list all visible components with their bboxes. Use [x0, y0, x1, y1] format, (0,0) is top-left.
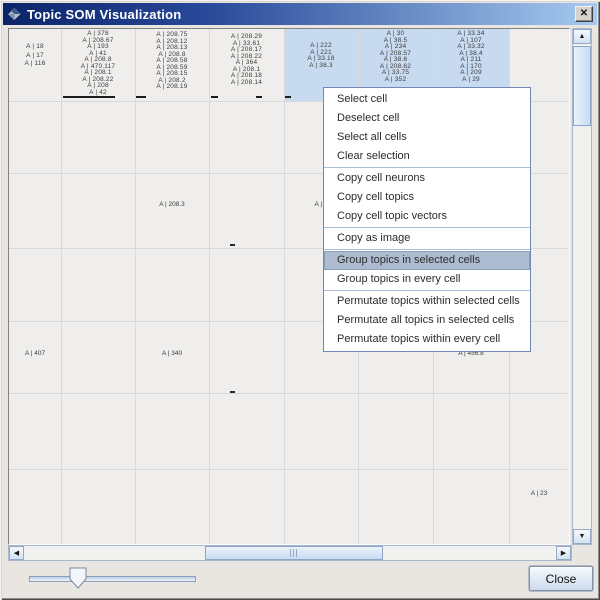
- menu-separator: [324, 227, 530, 228]
- menu-item-copy-cell-topics[interactable]: Copy cell topics: [337, 191, 415, 203]
- menu-item-copy-as-image[interactable]: Copy as image: [337, 232, 411, 244]
- menu-item-permutate-all-topics-in-selected-cells[interactable]: Permutate all topics in selected cells: [337, 314, 515, 326]
- menu-item-permutate-topics-within-selected-cells[interactable]: Permutate topics within selected cells: [337, 295, 520, 307]
- cell-marker: [63, 96, 115, 98]
- som-cell-topics-selected[interactable]: A | 33.34 A | 107 A | 33.32 A | 38.4 A |…: [457, 30, 485, 83]
- scroll-left-button[interactable]: ◀: [9, 546, 24, 560]
- window-title: Topic SOM Visualization: [27, 6, 182, 22]
- cell-marker: [256, 96, 262, 98]
- som-cell-topics[interactable]: A | 208.75 A | 208.12 A | 208.13 A | 208…: [156, 31, 188, 90]
- grid-line: [9, 248, 569, 249]
- som-cell-topics[interactable]: A | 208.29 A | 33.61 A | 208.17 A | 208.…: [230, 33, 263, 86]
- som-cell-label[interactable]: A | 3: [314, 201, 328, 208]
- cell-marker: [285, 96, 291, 98]
- scroll-down-button[interactable]: ▼: [573, 529, 591, 544]
- grid-line: [9, 469, 569, 470]
- menu-item-copy-cell-topic-vectors[interactable]: Copy cell topic vectors: [337, 210, 448, 222]
- scroll-up-button[interactable]: ▲: [573, 29, 591, 44]
- grid-line: [284, 29, 285, 544]
- menu-separator: [324, 290, 530, 291]
- horizontal-scrollbar[interactable]: ◀ ▶: [8, 545, 572, 561]
- som-cell-topics[interactable]: A | 378 A | 208.67 A | 193 A | 41 A | 20…: [80, 30, 116, 96]
- zoom-slider-track[interactable]: [29, 576, 196, 582]
- menu-item-copy-cell-neurons[interactable]: Copy cell neurons: [337, 172, 426, 184]
- grid-line: [9, 173, 569, 174]
- som-cell-topics[interactable]: A | 18 A | 17 A | 116: [24, 43, 46, 67]
- grid-line: [9, 101, 569, 102]
- scrollbar-grip-icon: [290, 549, 298, 557]
- grid-line: [9, 393, 569, 394]
- cell-marker: [211, 96, 218, 98]
- vertical-scrollbar[interactable]: ▲ ▼: [572, 28, 592, 545]
- cell-marker: [136, 96, 146, 98]
- menu-item-group-topics-in-selected-cells[interactable]: Group topics in selected cells: [324, 251, 530, 270]
- menu-item-clear-selection[interactable]: Clear selection: [337, 150, 410, 162]
- vertical-scrollbar-thumb[interactable]: [573, 46, 591, 126]
- grid-line: [61, 29, 62, 544]
- scroll-right-icon: ▶: [560, 549, 567, 557]
- menu-item-permutate-topics-within-every-cell[interactable]: Permutate topics within every cell: [337, 333, 501, 345]
- app-icon: [7, 7, 22, 21]
- scroll-right-button[interactable]: ▶: [556, 546, 571, 560]
- scroll-down-icon: ▼: [578, 533, 586, 540]
- scroll-up-icon: ▲: [578, 33, 586, 40]
- menu-item-group-topics-in-every-cell[interactable]: Group topics in every cell: [337, 273, 461, 285]
- zoom-slider-thumb[interactable]: [69, 567, 87, 594]
- menu-item-select-cell[interactable]: Select cell: [337, 93, 388, 105]
- cell-marker: [230, 244, 235, 246]
- menu-separator: [324, 167, 530, 168]
- grid-line: [209, 29, 210, 544]
- horizontal-scrollbar-thumb[interactable]: [205, 546, 383, 560]
- som-cell-topics-selected[interactable]: A | 30 A | 38.5 A | 234 A | 208.57 A | 3…: [379, 30, 412, 83]
- menu-item-select-all-cells[interactable]: Select all cells: [337, 131, 407, 143]
- menu-item-deselect-cell[interactable]: Deselect cell: [337, 112, 400, 124]
- menu-separator: [324, 249, 530, 250]
- close-button-label: Close: [545, 571, 577, 586]
- scroll-left-icon: ◀: [13, 549, 20, 557]
- close-window-button[interactable]: ✕: [575, 6, 593, 22]
- som-cell-label[interactable]: A | 340: [161, 350, 183, 357]
- titlebar[interactable]: Topic SOM Visualization ✕: [3, 3, 597, 25]
- grid-line: [135, 29, 136, 544]
- close-button[interactable]: Close: [529, 566, 593, 591]
- som-cell-label[interactable]: A | 208.3: [159, 201, 185, 208]
- som-cell-topics-selected[interactable]: A | 222 A | 221 A | 33.18 A | 38.3: [307, 42, 335, 69]
- close-icon: ✕: [579, 8, 589, 19]
- som-cell-label[interactable]: A | 407: [24, 350, 46, 357]
- context-menu: Select cell Deselect cell Select all cel…: [323, 87, 531, 352]
- grid-line: [9, 321, 569, 322]
- som-cell-label[interactable]: A | 23: [530, 490, 548, 497]
- cell-marker: [230, 391, 235, 393]
- som-cell-label[interactable]: A | 456.8: [458, 350, 484, 357]
